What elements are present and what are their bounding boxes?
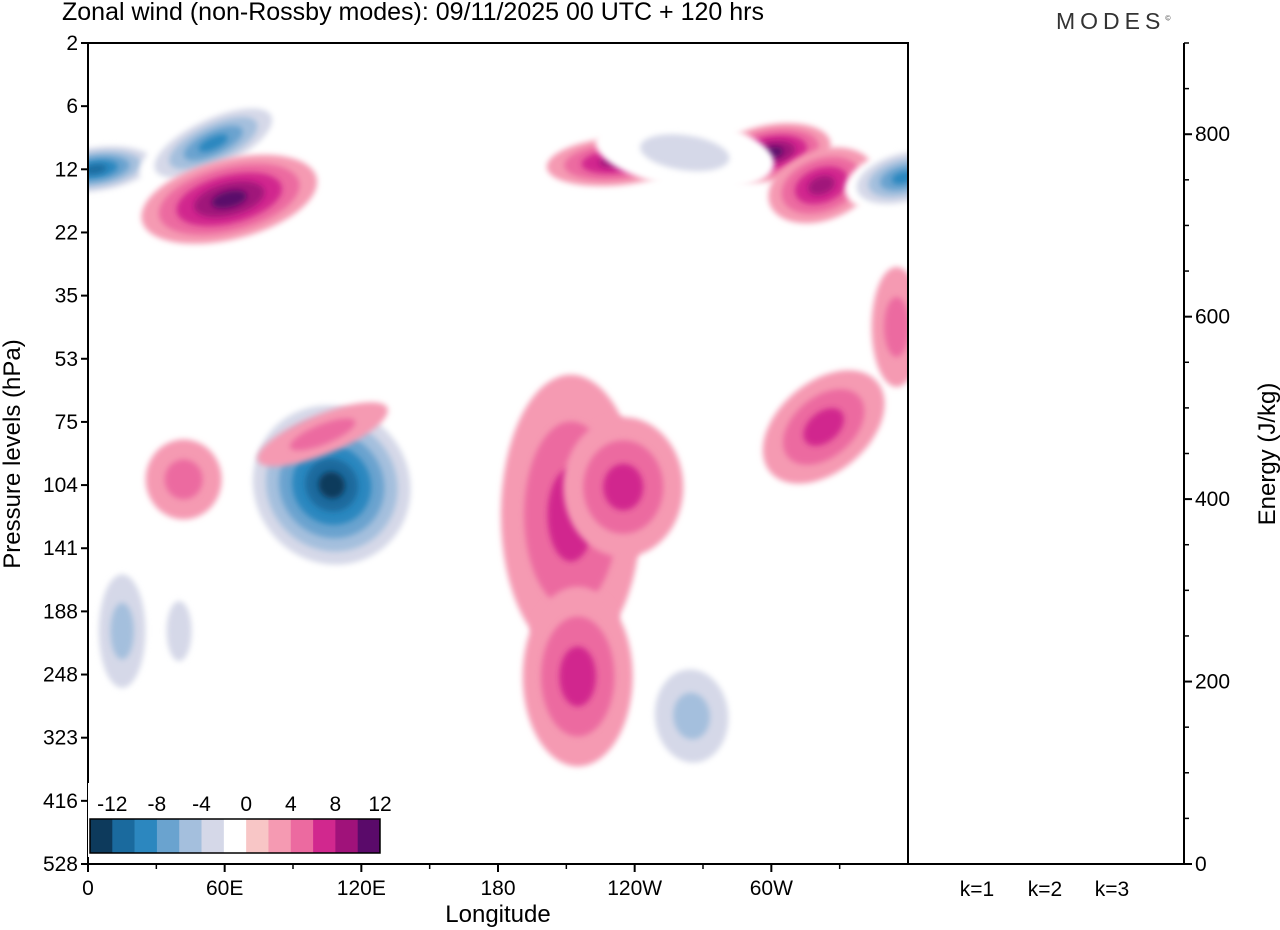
y-axis-label: Pressure levels (hPa) <box>0 339 26 568</box>
colorbar-swatch <box>179 819 202 853</box>
colorbar-label: 12 <box>368 793 391 816</box>
energy-tick-label: 600 <box>1195 306 1230 329</box>
wind-anomaly-contour <box>289 418 356 451</box>
wind-anomaly-contour <box>673 692 710 740</box>
y-axis: 2 6 12 22 35 53 75 104 141 188 248 323 416 528 <box>43 32 88 876</box>
colorbar-label: 0 <box>240 793 252 816</box>
wind-anomaly-contour <box>640 134 730 172</box>
colorbar-swatch <box>134 819 158 853</box>
x-tick-label: 180 <box>480 877 515 900</box>
colorbar-label: -4 <box>192 793 211 816</box>
colorbar-swatch <box>335 819 358 853</box>
wind-anomaly-contour <box>803 408 845 446</box>
wind-field <box>88 99 908 786</box>
colorbar-swatch <box>201 819 225 853</box>
brand-mark: © <box>1165 15 1171 23</box>
wind-anomaly-contour <box>110 602 134 660</box>
wind-anomaly-contour <box>88 164 107 174</box>
wind-anomaly-contour <box>198 134 228 152</box>
y-tick-label: 188 <box>43 600 78 623</box>
y-tick-label: 416 <box>43 790 78 813</box>
y-tick-label: 104 <box>43 474 78 497</box>
y-tick-label: 248 <box>43 664 78 687</box>
colorbar-label: 8 <box>330 793 342 816</box>
energy-tick-label: 400 <box>1195 488 1230 511</box>
y-tick-label: 528 <box>43 853 78 876</box>
energy-category-label: k=1 <box>960 878 994 901</box>
energy-category-label: k=2 <box>1028 878 1062 901</box>
colorbar-swatch <box>268 819 292 853</box>
colorbar-swatch <box>112 819 135 853</box>
wind-anomaly-contour <box>884 296 908 357</box>
energy-axis-label: Energy (J/kg) <box>1254 383 1280 526</box>
wind-anomaly-contour <box>603 463 644 511</box>
x-tick-label: 60W <box>750 877 793 900</box>
wind-anomaly-contour <box>318 471 345 499</box>
wind-anomaly-contour <box>211 190 247 209</box>
energy-tick-label: 200 <box>1195 671 1230 694</box>
brand-logo: MODES© <box>1056 8 1171 35</box>
colorbar-label: -8 <box>148 793 167 816</box>
energy-bar <box>1022 863 1068 865</box>
energy-category-label: k=3 <box>1095 878 1129 901</box>
colorbar: -12 -8 -4 0 4 8 12 <box>88 783 392 857</box>
y-tick-label: 2 <box>66 32 78 55</box>
colorbar-swatch <box>246 819 269 853</box>
colorbar-swatch <box>357 819 381 853</box>
wind-anomaly-contour <box>166 601 192 662</box>
y-tick-label: 53 <box>55 348 78 371</box>
y-tick-label: 12 <box>55 158 78 181</box>
y-tick-label: 6 <box>66 95 78 118</box>
colorbar-swatch <box>90 819 113 853</box>
y-tick-label: 323 <box>43 727 78 750</box>
wind-anomaly-contour <box>808 175 835 195</box>
y-tick-label: 35 <box>55 285 78 308</box>
x-tick-label: 60E <box>206 877 243 900</box>
y-tick-label: 75 <box>55 411 78 434</box>
x-tick-label: 120W <box>607 877 662 900</box>
wind-anomaly-contour <box>891 171 908 185</box>
wind-anomaly-contour <box>164 459 203 500</box>
x-tick-label: 120E <box>337 877 386 900</box>
x-axis-label: Longitude <box>445 901 550 928</box>
energy-tick-label: 800 <box>1195 123 1230 146</box>
wind-anomaly-contour <box>559 646 597 707</box>
colorbar-swatch <box>156 819 180 853</box>
colorbar-swatch <box>290 819 314 853</box>
colorbar-swatch <box>223 819 247 853</box>
y-tick-label: 22 <box>55 221 78 244</box>
energy-panel: 0 200 400 600 800 Energy (J/kg) k=1 k=2 k=3 <box>908 42 1280 901</box>
colorbar-label: 4 <box>285 793 297 816</box>
y-tick-label: 141 <box>43 537 78 560</box>
colorbar-frame <box>89 818 381 854</box>
energy-bar <box>954 863 1000 865</box>
x-tick-label: 0 <box>82 877 94 900</box>
brand-text: MODES <box>1056 8 1166 34</box>
colorbar-label: -12 <box>97 793 127 816</box>
x-axis: 0 60E 120E 180 120W 60W <box>82 864 841 900</box>
colorbar-swatch <box>313 819 336 853</box>
chart-title: Zonal wind (non-Rossby modes): 09/11/202… <box>62 0 764 26</box>
energy-bar <box>1089 863 1135 865</box>
energy-tick-label: 0 <box>1195 853 1207 876</box>
